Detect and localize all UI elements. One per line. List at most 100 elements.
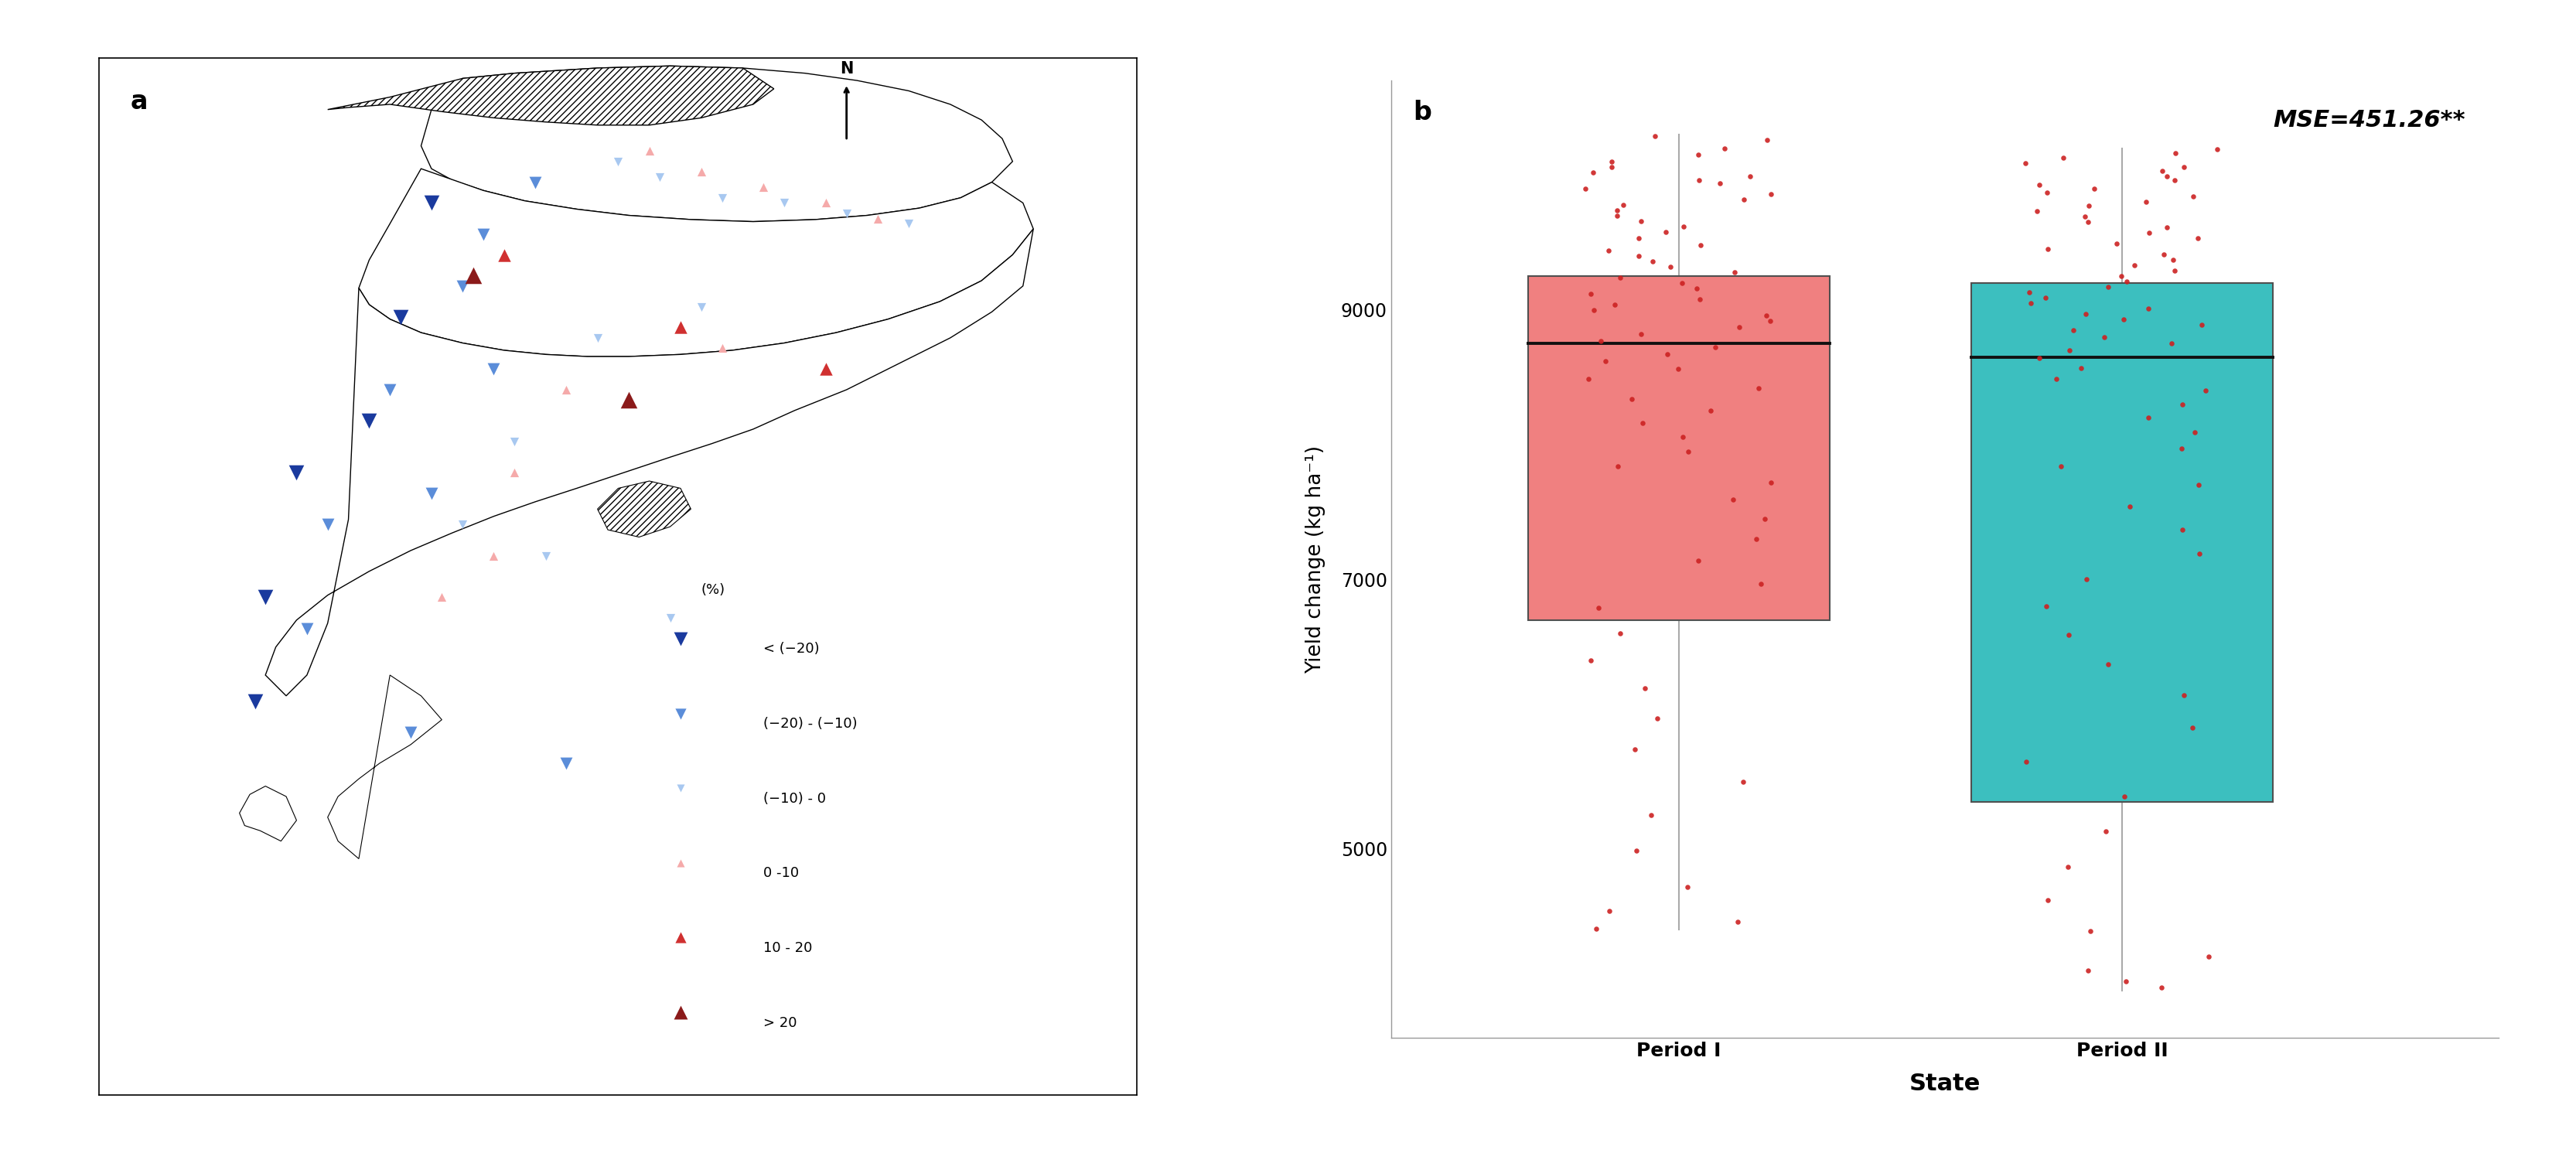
Point xyxy=(680,297,721,316)
Point xyxy=(379,308,420,326)
Point xyxy=(2053,321,2094,339)
Point xyxy=(1633,253,1674,271)
Point xyxy=(1589,241,1631,259)
Point xyxy=(1625,679,1667,698)
Point xyxy=(2146,218,2187,236)
Point xyxy=(2187,948,2228,966)
Point xyxy=(806,360,848,378)
Point xyxy=(2004,153,2045,172)
Point xyxy=(1569,285,1610,303)
Point xyxy=(680,163,721,181)
Point xyxy=(659,853,701,872)
Point xyxy=(2063,208,2105,226)
Point xyxy=(2161,439,2202,458)
Point xyxy=(495,432,536,451)
Point xyxy=(2154,144,2195,163)
Point xyxy=(2112,256,2154,274)
Point xyxy=(1597,201,1638,219)
Point xyxy=(1618,229,1659,248)
Point xyxy=(1577,919,1618,937)
Point xyxy=(389,723,430,741)
Point xyxy=(546,754,587,773)
Point xyxy=(2043,149,2084,167)
Point xyxy=(2071,922,2112,941)
Point xyxy=(1613,740,1654,759)
Point xyxy=(1597,206,1638,225)
Point xyxy=(1739,379,1780,398)
Point xyxy=(2179,544,2221,563)
Point xyxy=(2164,686,2205,704)
Text: N: N xyxy=(840,61,853,76)
Bar xyxy=(1528,277,1829,620)
Point xyxy=(1646,223,1687,241)
Point xyxy=(474,547,515,565)
Point xyxy=(2143,246,2184,264)
Point xyxy=(2125,193,2166,211)
Point xyxy=(1677,172,1718,190)
Text: > 20: > 20 xyxy=(762,1016,796,1030)
Point xyxy=(410,484,451,503)
Polygon shape xyxy=(327,66,773,125)
Point xyxy=(2172,188,2213,206)
Point xyxy=(2009,294,2050,312)
Point xyxy=(2102,310,2143,329)
Point xyxy=(2084,327,2125,346)
Point xyxy=(1600,624,1641,642)
Point xyxy=(245,588,286,606)
Point xyxy=(526,547,567,565)
Point xyxy=(1667,442,1708,460)
Point xyxy=(2141,979,2182,997)
Point xyxy=(1744,510,1785,528)
Point xyxy=(2066,962,2107,980)
Point xyxy=(629,142,670,160)
Point xyxy=(2074,180,2115,198)
Point xyxy=(2087,822,2128,841)
Point xyxy=(2172,718,2213,737)
Point xyxy=(889,214,930,233)
Point xyxy=(2177,229,2218,248)
Point xyxy=(1566,180,1607,198)
Point xyxy=(2087,278,2128,296)
Point xyxy=(1615,842,1656,860)
Point xyxy=(1723,773,1765,791)
Point xyxy=(1695,338,1736,356)
Polygon shape xyxy=(598,481,690,537)
Point xyxy=(1618,247,1659,265)
Point xyxy=(2069,197,2110,216)
Point xyxy=(1731,167,1772,186)
Point xyxy=(2110,497,2151,515)
Point xyxy=(2025,597,2066,616)
Point xyxy=(2025,288,2066,307)
Point xyxy=(1680,289,1721,308)
Point xyxy=(1571,163,1613,181)
Point xyxy=(2105,787,2146,806)
Point xyxy=(2184,382,2226,400)
Point xyxy=(1636,709,1677,728)
Point xyxy=(307,515,348,534)
Point xyxy=(2020,349,2061,368)
Text: (−10) - 0: (−10) - 0 xyxy=(762,792,827,806)
Point xyxy=(1579,332,1620,351)
Point xyxy=(1595,295,1636,314)
Point xyxy=(2182,316,2223,334)
Point xyxy=(1620,212,1662,231)
Point xyxy=(1741,574,1783,593)
Point xyxy=(1589,902,1631,920)
Polygon shape xyxy=(420,66,1012,221)
Point xyxy=(1623,414,1664,432)
Point xyxy=(2107,272,2148,291)
Point xyxy=(827,204,868,223)
Y-axis label: Yield change (kg ha⁻¹): Yield change (kg ha⁻¹) xyxy=(1306,445,1327,673)
Point xyxy=(659,779,701,798)
Point xyxy=(1662,273,1703,292)
Point xyxy=(2017,202,2058,220)
Point xyxy=(276,464,317,482)
Point xyxy=(474,360,515,378)
Point xyxy=(515,173,556,191)
Point xyxy=(1749,311,1790,330)
Point xyxy=(1579,598,1620,617)
Point xyxy=(368,380,410,399)
Text: < (−20): < (−20) xyxy=(762,642,819,656)
Point xyxy=(1667,877,1708,896)
Point xyxy=(1747,306,1788,324)
